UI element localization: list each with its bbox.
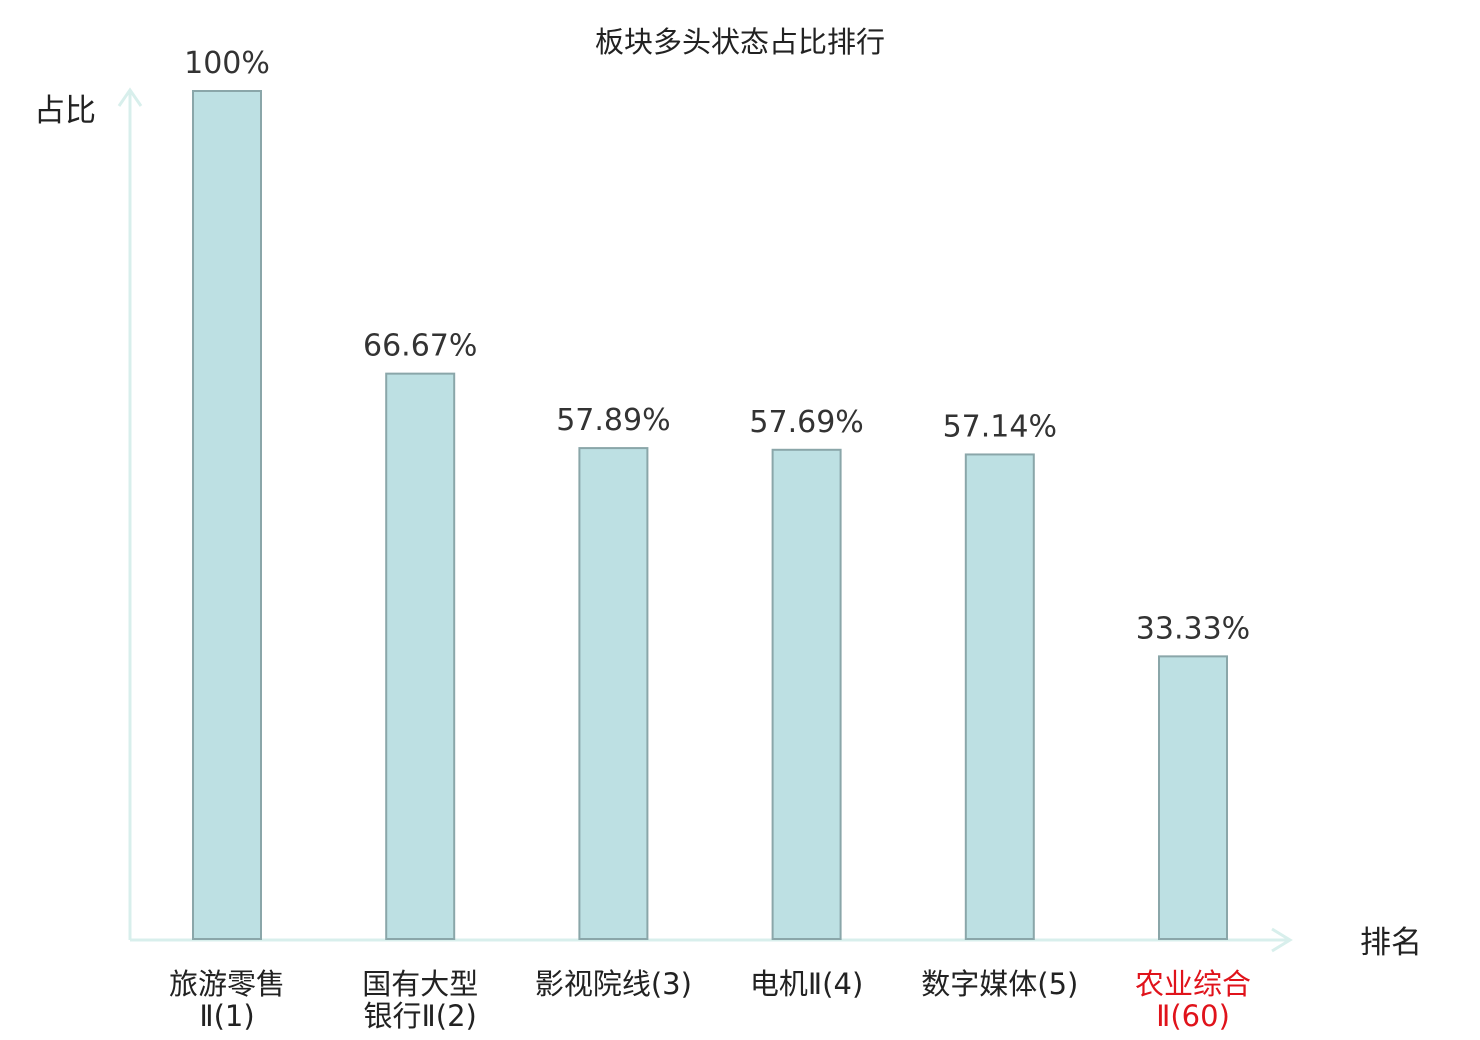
category-tick-label: 银行Ⅱ(2) [364,999,477,1033]
bar-value-label: 100% [184,46,270,81]
y-axis-label: 占比 [34,93,96,129]
x-axis-arrow [1271,927,1293,953]
category-tick-label: 农业综合 [1135,967,1251,1001]
category-tick-label: 影视院线(3) [535,967,692,1001]
category-tick-label: 数字媒体(5) [921,967,1078,1001]
bar [1158,655,1228,940]
chart-title: 板块多头状态占比排行 [595,25,885,59]
bar [771,448,842,940]
bar-value-label: 57.14% [943,409,1057,444]
bar-value-label: 57.69% [749,405,863,440]
y-axis-arrow [117,87,143,107]
bar-value-label: 33.33% [1136,611,1250,646]
bar [385,372,456,940]
bar [578,447,649,940]
category-tick-label: 国有大型 [362,967,478,1001]
category-tick-label: Ⅱ(1) [199,999,254,1033]
x-axis-label: 排名 [1360,925,1422,961]
bar [964,453,1035,940]
bar [192,90,262,940]
category-tick-label: 电机Ⅱ(4) [750,967,863,1001]
category-tick-label: Ⅱ(60) [1156,999,1230,1033]
bar-value-label: 57.89% [556,403,670,438]
bar-value-label: 66.67% [363,329,477,364]
category-tick-label: 旅游零售 [169,967,285,1001]
